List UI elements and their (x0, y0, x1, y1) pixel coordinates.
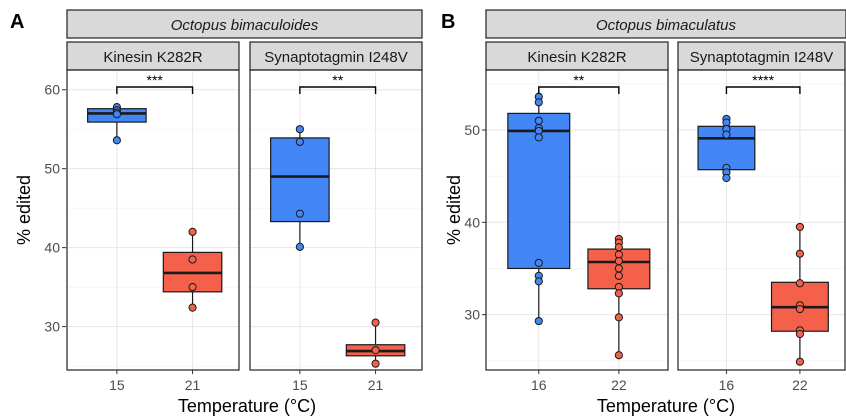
data-point (614, 289, 623, 298)
panel-b-y-axis-title: % edited (444, 175, 464, 245)
facet-border (677, 69, 846, 371)
data-point (295, 125, 304, 134)
box-15 (87, 103, 147, 145)
x-tick-label: 15 (292, 377, 308, 393)
data-point (795, 329, 805, 339)
facet-border (249, 69, 423, 371)
species-strip (66, 9, 423, 39)
facet-kinesin-k282r: Kinesin K282R 16 22 ** (485, 41, 669, 393)
significance-label: *** (147, 72, 164, 88)
box-21 (162, 227, 223, 312)
panel-a-x-axis-title: Temperature (°C) (178, 396, 316, 416)
data-point (112, 110, 121, 119)
significance-bracket (116, 86, 194, 94)
facet-border (66, 69, 240, 371)
data-point (534, 258, 543, 268)
x-tick-label: 21 (368, 377, 384, 393)
gene-strip (677, 41, 846, 71)
x-tick-label: 16 (719, 377, 735, 393)
data-point (188, 255, 197, 264)
data-point (534, 316, 543, 326)
box-iqr (270, 137, 330, 223)
data-point (371, 346, 380, 355)
x-tick-label: 16 (531, 377, 547, 393)
x-tick-label: 22 (611, 377, 627, 393)
data-point (614, 351, 623, 360)
species-strip-label: Octopus bimaculatus (596, 17, 737, 34)
data-point (112, 136, 121, 145)
x-tick-label: 22 (792, 377, 808, 393)
facet-border (485, 69, 669, 371)
y-tick-label: 40 (44, 240, 60, 256)
data-point (188, 303, 197, 312)
data-point (371, 359, 380, 368)
data-point (371, 318, 380, 327)
data-point (295, 209, 304, 218)
box-22 (770, 222, 829, 366)
data-point (614, 313, 623, 322)
data-point (795, 249, 805, 258)
y-tick-label: 50 (464, 122, 480, 138)
x-tick-label: 15 (109, 377, 125, 393)
x-tick-label: 21 (185, 377, 201, 393)
data-point (795, 357, 805, 366)
box-iqr (697, 125, 756, 171)
data-point (188, 227, 197, 236)
panel-a-y-axis-title: % edited (14, 175, 34, 245)
y-tick-label: 60 (44, 82, 60, 98)
y-tick-label: 30 (44, 319, 60, 335)
y-tick-label: 30 (464, 307, 480, 323)
significance-label: ** (573, 72, 584, 88)
panel-tag-a: A (10, 11, 24, 33)
data-point (534, 116, 543, 125)
data-point (188, 283, 197, 292)
data-point (795, 222, 805, 232)
facet-kinesin-k282r: Kinesin K282R 15 21 *** (66, 41, 240, 393)
gene-strip (249, 41, 423, 71)
data-point (534, 277, 543, 286)
facet-synaptotagmin-i248v: Synaptotagmin I248V 15 21 ** (249, 41, 423, 393)
data-point (722, 173, 731, 183)
significance-bracket (725, 86, 801, 94)
data-point (614, 264, 623, 273)
data-point (614, 256, 623, 266)
gene-strip (485, 41, 669, 71)
panel-b: Octopus bimaculatus 30 40 50 Kinesin K282R 16… (464, 9, 846, 393)
panel-a: Octopus bimaculoides 30 40 50 60 Kinesin K282… (44, 9, 423, 393)
facet-synaptotagmin-i248v: Synaptotagmin I248V 16 22 **** (677, 41, 846, 393)
data-point (614, 271, 623, 280)
significance-label: **** (752, 72, 774, 88)
y-tick-label: 50 (44, 161, 60, 177)
y-tick-label: 40 (464, 214, 480, 230)
significance-label: ** (332, 72, 343, 88)
data-point (534, 98, 543, 107)
significance-bracket (299, 86, 377, 94)
data-point (295, 242, 304, 251)
box-21 (345, 318, 406, 368)
data-point (722, 130, 731, 139)
data-point (795, 304, 805, 314)
species-strip-label: Octopus bimaculoides (171, 17, 319, 34)
gene-strip-label: Synaptotagmin I248V (264, 49, 407, 66)
box-16 (697, 114, 756, 183)
gene-strip-label: Kinesin K282R (527, 49, 626, 66)
gene-strip-label: Synaptotagmin I248V (690, 49, 833, 66)
data-point (534, 133, 543, 142)
data-point (795, 279, 805, 288)
data-point (295, 137, 304, 146)
gene-strip-label: Kinesin K282R (103, 49, 202, 66)
box-15 (270, 125, 330, 251)
significance-bracket (538, 86, 620, 94)
box-22 (587, 234, 651, 360)
box-16 (507, 92, 571, 326)
panel-b-x-axis-title: Temperature (°C) (597, 396, 735, 416)
data-point (614, 243, 623, 252)
species-strip (485, 9, 846, 39)
panel-tag-b: B (441, 11, 455, 33)
